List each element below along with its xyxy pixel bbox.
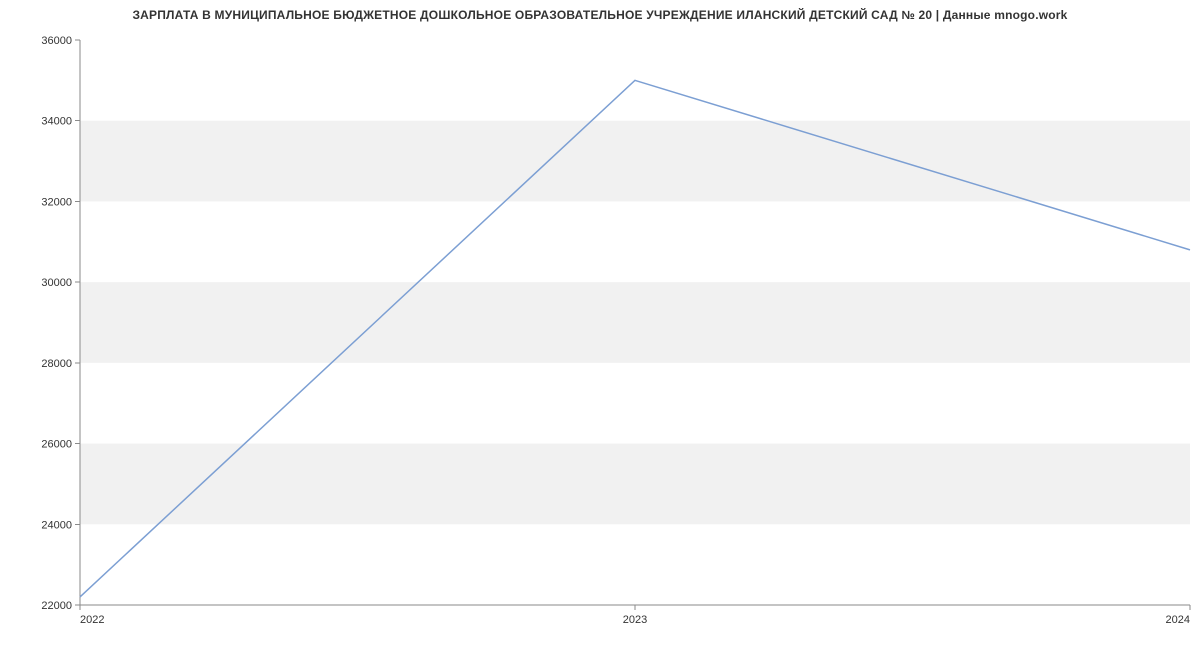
y-tick-label: 26000 <box>41 439 72 451</box>
x-tick-label: 2023 <box>623 614 647 626</box>
svg-text:2024: 2024 <box>1166 614 1190 626</box>
x-tick-label: 2024 <box>1166 614 1190 626</box>
y-tick-label: 32000 <box>41 196 72 208</box>
y-tick-label: 28000 <box>41 358 72 370</box>
plot-band <box>80 121 1190 202</box>
svg-text:26000: 26000 <box>41 439 72 451</box>
y-tick-label: 22000 <box>41 600 72 612</box>
chart-title: ЗАРПЛАТА В МУНИЦИПАЛЬНОЕ БЮДЖЕТНОЕ ДОШКО… <box>0 8 1200 22</box>
svg-text:34000: 34000 <box>41 116 72 128</box>
svg-text:22000: 22000 <box>41 600 72 612</box>
svg-text:30000: 30000 <box>41 277 72 289</box>
svg-text:2023: 2023 <box>623 614 647 626</box>
y-tick-label: 30000 <box>41 277 72 289</box>
y-tick-label: 34000 <box>41 116 72 128</box>
y-tick-label: 24000 <box>41 519 72 531</box>
svg-text:36000: 36000 <box>41 35 72 47</box>
plot-band <box>80 444 1190 525</box>
svg-text:2022: 2022 <box>80 614 104 626</box>
svg-text:32000: 32000 <box>41 196 72 208</box>
svg-text:24000: 24000 <box>41 519 72 531</box>
x-tick-label: 2022 <box>80 614 104 626</box>
salary-chart: ЗАРПЛАТА В МУНИЦИПАЛЬНОЕ БЮДЖЕТНОЕ ДОШКО… <box>0 0 1200 650</box>
y-tick-label: 36000 <box>41 35 72 47</box>
svg-text:28000: 28000 <box>41 358 72 370</box>
chart-canvas: 22000 24000 26000 28000 30000 32000 34000 36000… <box>0 0 1200 650</box>
plot-band <box>80 282 1190 363</box>
